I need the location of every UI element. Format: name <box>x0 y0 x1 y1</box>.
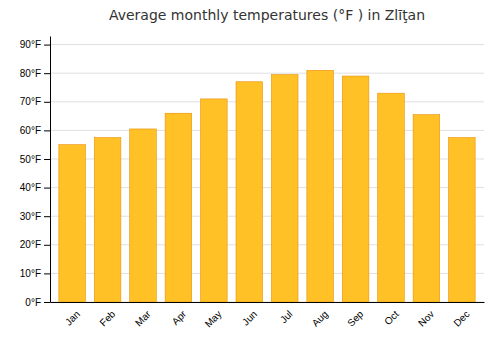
grid <box>50 45 484 302</box>
x-tick: Jul <box>278 308 295 325</box>
x-tick: Dec <box>451 308 471 328</box>
y-tick-mark <box>44 45 50 46</box>
x-tick: Jun <box>240 308 259 327</box>
x-tick-label: Feb <box>98 308 118 328</box>
y-tick-mark <box>44 102 50 103</box>
y-tick-label: 90°F <box>20 39 41 50</box>
x-tick: Apr <box>170 308 189 327</box>
bar <box>94 138 121 302</box>
bar <box>236 82 263 302</box>
y-tick-label: 30°F <box>20 211 41 222</box>
bar <box>59 145 86 302</box>
x-tick-label: Oct <box>382 308 401 327</box>
x-tick: Aug <box>310 308 330 328</box>
x-tick-label: Jun <box>240 308 259 327</box>
x-tick: Mar <box>133 308 153 328</box>
grid-line <box>50 101 484 102</box>
bar <box>342 76 369 302</box>
x-tick-label: Apr <box>170 308 189 327</box>
x-tick: Feb <box>98 308 118 328</box>
x-tick-label: Mar <box>133 308 153 328</box>
x-tick-label: Dec <box>451 308 471 328</box>
y-tick-label: 70°F <box>20 96 41 107</box>
y-tick-label: 0°F <box>25 297 41 308</box>
y-tick-label: 10°F <box>20 268 41 279</box>
bar <box>271 75 298 302</box>
x-axis-line <box>51 302 485 303</box>
y-tick: 80°F <box>20 68 50 79</box>
x-tick: Sep <box>345 308 366 329</box>
y-tick-label: 20°F <box>20 239 41 250</box>
x-tick-label: Sep <box>345 308 366 329</box>
y-tick: 30°F <box>20 211 50 222</box>
grid-line <box>50 44 484 45</box>
y-tick: 90°F <box>20 39 50 50</box>
y-tick-mark <box>44 273 50 274</box>
y-tick-mark <box>44 245 50 246</box>
y-axis-line <box>50 37 51 303</box>
bar <box>449 138 476 302</box>
plot: 0°F 10°F 20°F 30°F 40°F 50°F 60°F 70°F 80°F 90°F J… <box>20 37 485 330</box>
y-tick: 20°F <box>20 239 50 250</box>
y-tick: 40°F <box>20 182 50 193</box>
x-tick: Jan <box>63 308 82 327</box>
y-tick-mark <box>44 216 50 217</box>
y-tick: 70°F <box>20 96 50 107</box>
bar <box>201 99 228 302</box>
y-tick-mark <box>44 73 50 74</box>
y-tick-label: 80°F <box>20 68 41 79</box>
y-tick-mark <box>44 188 50 189</box>
x-tick-label: Jul <box>278 308 295 325</box>
y-tick-label: 40°F <box>20 182 41 193</box>
grid-line <box>50 73 484 74</box>
x-tick: Oct <box>382 308 401 327</box>
y-tick-mark <box>44 130 50 131</box>
y-tick: 10°F <box>20 268 50 279</box>
y-tick: 50°F <box>20 154 50 165</box>
bar <box>130 129 157 302</box>
bar <box>307 70 334 302</box>
bar <box>413 115 440 302</box>
chart: 0°F 10°F 20°F 30°F 40°F 50°F 60°F 70°F 80°F 90°F J… <box>0 0 500 350</box>
x-tick-label: Jan <box>63 308 82 327</box>
y-tick: 60°F <box>20 125 50 136</box>
y-tick-mark <box>44 159 50 160</box>
y-tick: 0°F <box>25 297 50 308</box>
x-tick-label: Aug <box>310 308 330 328</box>
x-tick: May <box>203 308 224 329</box>
title: Average monthly temperatures (°F ) in Zl… <box>109 7 425 23</box>
bars <box>59 70 475 302</box>
x-axis: Jan Feb Mar Apr May Jun Jul Aug Sep Oct Nov Dec <box>51 303 485 330</box>
bar <box>378 93 405 302</box>
x-tick-label: May <box>203 308 224 329</box>
bar <box>165 113 192 302</box>
y-tick-label: 60°F <box>20 125 41 136</box>
x-tick: Nov <box>416 308 436 328</box>
y-axis: 0°F 10°F 20°F 30°F 40°F 50°F 60°F 70°F 80°F 90°F <box>20 37 51 308</box>
x-tick-label: Nov <box>416 308 436 328</box>
y-tick-label: 50°F <box>20 154 41 165</box>
y-tick-mark <box>44 302 50 303</box>
